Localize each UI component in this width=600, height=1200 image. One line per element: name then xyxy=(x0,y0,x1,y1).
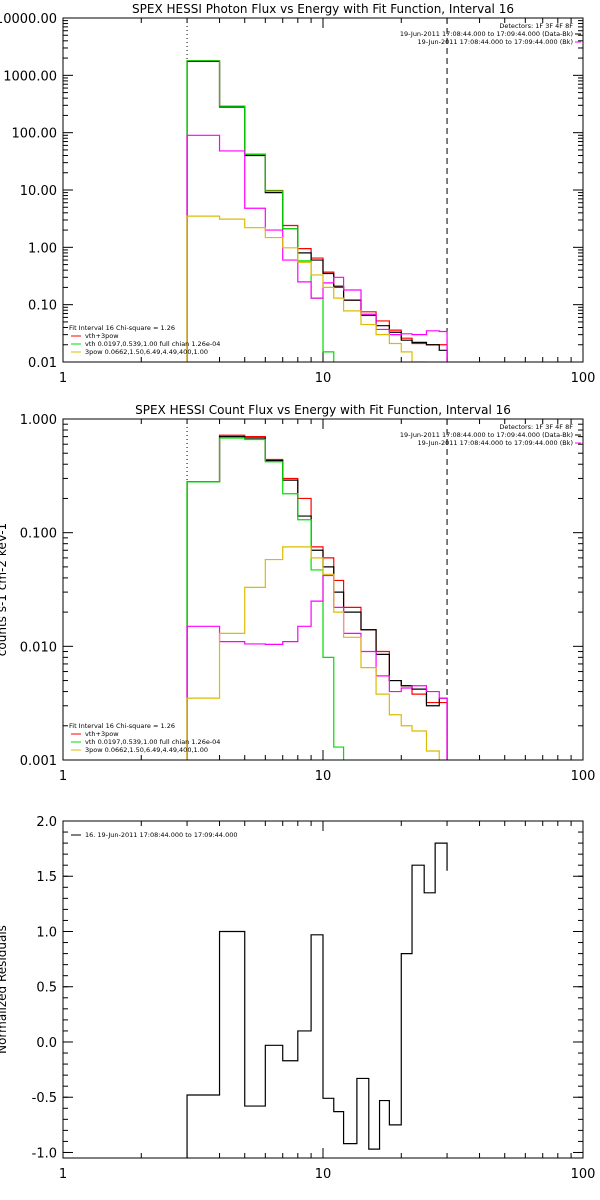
y-tick-label: 0.5 xyxy=(36,981,57,996)
x-tick-label: 100 xyxy=(571,371,596,386)
x-tick-label: 100 xyxy=(571,1167,596,1182)
x-tick-label: 10 xyxy=(315,1167,332,1182)
data-series-2 xyxy=(186,60,448,362)
plot-frame xyxy=(62,820,584,1159)
y-tick-label: 1.5 xyxy=(36,870,57,885)
y-tick-label: 0.001 xyxy=(20,754,57,769)
y-axis-label: counts s-1 cm-2 keV-1 xyxy=(0,523,9,656)
data-series-2 xyxy=(186,436,448,760)
info-text: 19-Jun-2011 17:08:44.000 to 17:09:44.000… xyxy=(400,30,573,38)
legend-entry: vth 0.0197,0.539,1.00 full chian 1.26e-0… xyxy=(85,340,220,348)
y-tick-label: 1.000 xyxy=(20,413,57,428)
legend-entry: 16. 19-Jun-2011 17:08:44.000 to 17:09:44… xyxy=(85,831,237,839)
info-text: 19-Jun-2011 17:08:44.000 to 17:09:44.000… xyxy=(418,439,573,447)
chart-panel-3: Normalized Residuals 1 10 100 -1.0 -0.5 0.0 0.5… xyxy=(0,815,595,1182)
data-series-5 xyxy=(186,546,448,760)
chart-title: SPEX HESSI Count Flux vs Energy with Fit… xyxy=(135,403,511,417)
plot-frame xyxy=(62,17,584,363)
plot-frame xyxy=(62,418,584,761)
x-tick-label: 10 xyxy=(315,371,332,386)
y-tick-label: 2.0 xyxy=(36,815,57,830)
series-group xyxy=(186,60,448,362)
info-text: 19-Jun-2011 17:08:44.000 to 17:09:44.000… xyxy=(418,38,573,46)
y-tick-label: 0.100 xyxy=(20,527,57,542)
x-tick-label: 100 xyxy=(571,769,596,784)
legend-title: Fit Interval 16 Chi-square = 1.26 xyxy=(69,324,175,332)
info-text: Detectors: 1F 3F 4F 8F xyxy=(499,22,573,30)
legend-title: Fit Interval 16 Chi-square = 1.26 xyxy=(69,722,175,730)
series-group xyxy=(186,434,448,760)
y-tick-label: 1000.00 xyxy=(3,69,57,84)
y-tick-label: 0.0 xyxy=(36,1036,57,1051)
legend-entry: 3pow 0.0662,1.50,6.49,4.49,400,1.00 xyxy=(85,348,208,356)
y-tick-label: 1.0 xyxy=(36,925,57,940)
info-text: Detectors: 1F 3F 4F 8F xyxy=(499,423,573,431)
chart-panel-1: SPEX HESSI Photon Flux vs Energy with Fi… xyxy=(0,2,596,386)
legend-entry: vth 0.0197,0.539,1.00 full chian 1.26e-0… xyxy=(85,738,220,746)
x-tick-label: 10 xyxy=(315,769,332,784)
data-series-4 xyxy=(186,574,448,760)
legend-entry: vth+3pow xyxy=(85,730,119,738)
chart-panel-2: SPEX HESSI Count Flux vs Energy with Fit… xyxy=(0,403,595,784)
data-series-1 xyxy=(186,842,448,1158)
legend-entry: 3pow 0.0662,1.50,6.49,4.49,400,1.00 xyxy=(85,746,208,754)
series-group xyxy=(186,842,448,1158)
y-axis-label: Normalized Residuals xyxy=(0,925,9,1054)
y-tick-label: 1.00 xyxy=(28,241,57,256)
y-tick-label: 10.00 xyxy=(20,184,57,199)
x-tick-label: 1 xyxy=(59,769,67,784)
x-tick-label: 1 xyxy=(59,1167,67,1182)
y-tick-label: 0.010 xyxy=(20,640,57,655)
y-tick-label: 100.00 xyxy=(12,127,58,142)
info-text: 19-Jun-2011 17:08:44.000 to 17:09:44.000… xyxy=(400,431,573,439)
y-tick-label: -1.0 xyxy=(32,1146,57,1161)
chart-title: SPEX HESSI Photon Flux vs Energy with Fi… xyxy=(132,2,514,16)
y-tick-label: 0.01 xyxy=(28,356,57,371)
data-series-4 xyxy=(186,134,448,362)
data-series-5 xyxy=(186,215,448,362)
legend-entry: vth+3pow xyxy=(85,332,119,340)
y-tick-label: -0.5 xyxy=(32,1091,57,1106)
x-tick-label: 1 xyxy=(59,371,67,386)
y-tick-label: 10000.00 xyxy=(0,12,57,27)
y-tick-label: 0.10 xyxy=(28,299,57,314)
